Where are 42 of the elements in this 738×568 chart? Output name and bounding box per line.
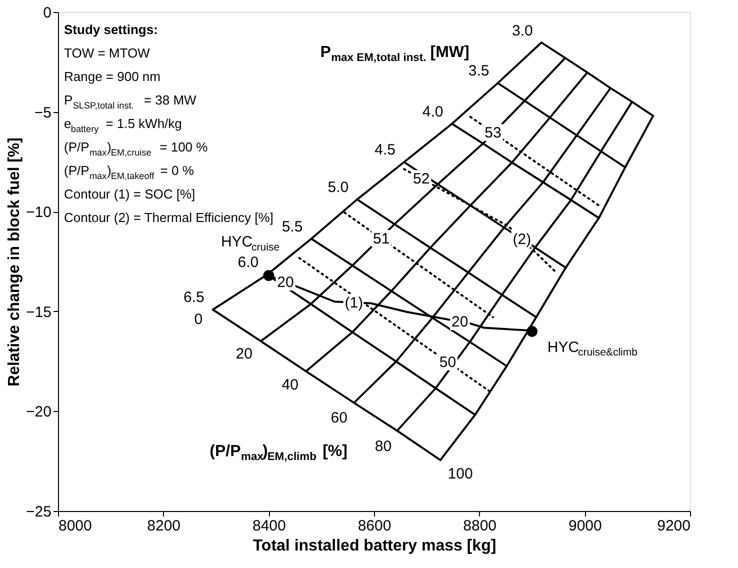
annotation: 20 xyxy=(236,346,252,363)
x-tick-label: 8000 xyxy=(58,518,92,534)
annotation: Range = 900 nm xyxy=(64,69,160,84)
x-tick-label: 8600 xyxy=(358,518,392,534)
annotation: 5.5 xyxy=(282,218,303,236)
y-tick-label: −20 xyxy=(26,404,52,421)
y-tick-label: −15 xyxy=(26,304,52,321)
annotation: 50 xyxy=(439,354,456,371)
annotation: 60 xyxy=(330,409,348,426)
annotation: 80 xyxy=(374,438,392,456)
annotation: 3.0 xyxy=(512,22,533,40)
x-tick-label: 8200 xyxy=(147,518,181,534)
annotation: (2) xyxy=(512,230,532,248)
annotation: Study settings: xyxy=(64,22,158,37)
annotation: 53 xyxy=(484,124,502,142)
annotation: (1) xyxy=(344,294,364,312)
annotation: 4.0 xyxy=(422,104,444,121)
annotation: 20 xyxy=(452,314,468,331)
x-tick-label: 9200 xyxy=(657,518,690,534)
annotation: 100 xyxy=(448,466,473,483)
annotation: 3.5 xyxy=(468,62,490,80)
annotation: Contour (1) = SOC [%] xyxy=(64,186,196,202)
y-tick-label: −25 xyxy=(26,504,52,520)
annotation: 0 xyxy=(194,310,203,328)
annotation: 6.5 xyxy=(183,289,204,306)
annotation: 51 xyxy=(373,230,390,248)
x-tick-label: 8400 xyxy=(252,518,286,534)
y-tick-label: 0 xyxy=(43,4,52,22)
x-tick-label: 8800 xyxy=(463,518,497,534)
y-tick-label: −10 xyxy=(26,204,52,222)
annotation: Contour (2) = Thermal Efficiency [%] xyxy=(64,210,274,225)
annotation: 40 xyxy=(282,376,298,394)
x-axis-title: Total installed battery mass [kg] xyxy=(252,538,496,554)
annotation: 4.5 xyxy=(374,142,396,159)
annotation: 20 xyxy=(277,274,294,292)
annotation: 52 xyxy=(413,170,430,188)
y-axis-title: Relative change in block fuel [%] xyxy=(6,138,24,386)
annotation: 6.0 xyxy=(238,254,259,272)
x-tick-label: 9000 xyxy=(568,518,602,534)
annotation: 5.0 xyxy=(328,179,349,196)
y-tick-label: −5 xyxy=(34,104,52,122)
annotation: TOW = MTOW xyxy=(64,46,151,60)
